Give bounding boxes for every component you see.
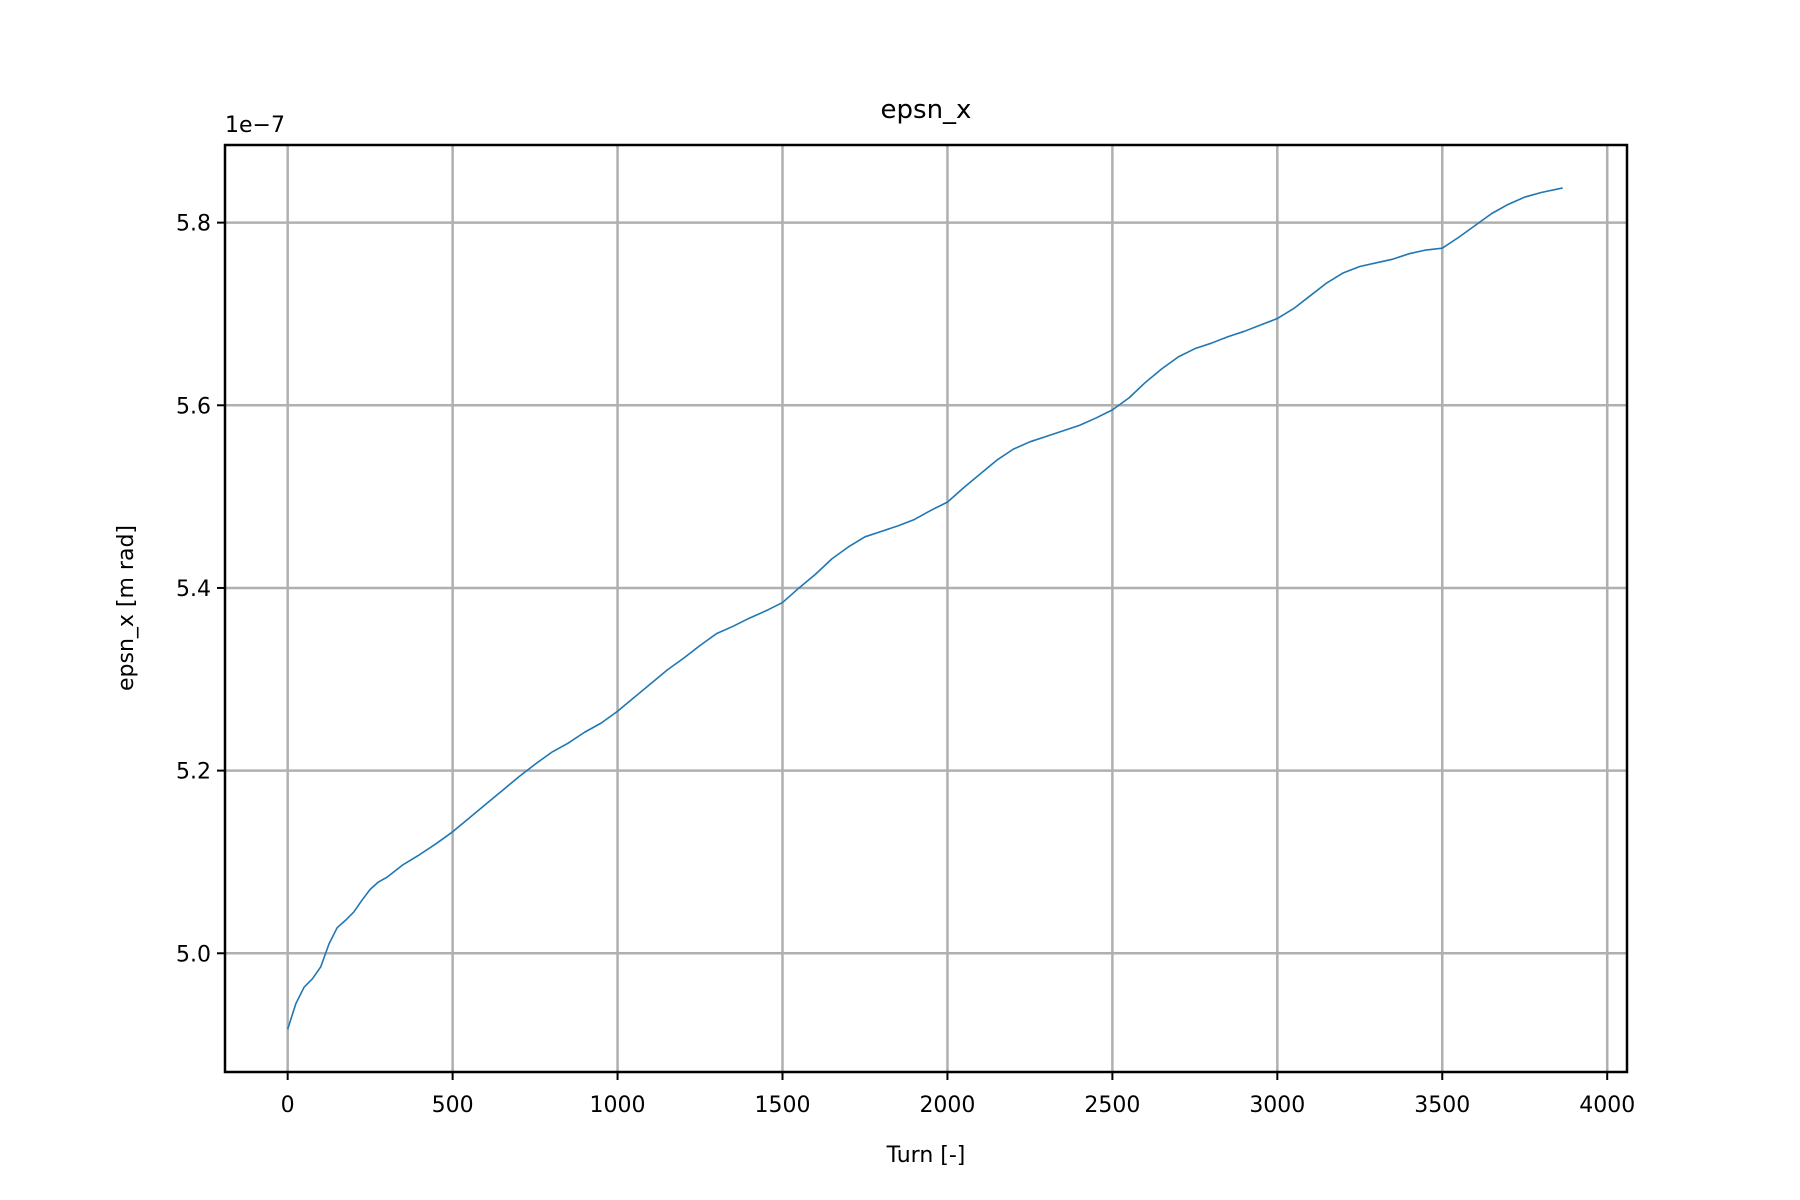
grid: [225, 145, 1627, 1072]
x-tick-label: 500: [432, 1093, 474, 1118]
series-line: [286, 187, 1563, 1030]
x-tick-label: 2000: [919, 1093, 975, 1118]
y-axis-label: epsn_x [m rad]: [114, 525, 139, 691]
x-axis: 0 500 1000 1500 2000 2500 3000 3500 4000: [281, 1072, 1635, 1118]
y-tick-label: 5.6: [176, 394, 211, 419]
chart-title: epsn_x: [881, 95, 972, 125]
y-axis: 5.0 5.2 5.4 5.6 5.8: [176, 212, 225, 967]
x-tick-label: 1000: [590, 1093, 646, 1118]
x-axis-label: Turn [-]: [886, 1143, 966, 1168]
x-tick-label: 1500: [755, 1093, 811, 1118]
plot-frame: [223, 143, 1629, 1074]
x-tick-label: 3000: [1249, 1093, 1305, 1118]
x-tick-label: 2500: [1084, 1093, 1140, 1118]
series-layer: [286, 187, 1563, 1030]
y-offset-text: 1e−7: [225, 113, 285, 138]
y-tick-label: 5.4: [176, 577, 211, 602]
x-tick-label: 0: [281, 1093, 295, 1118]
y-tick-label: 5.8: [176, 212, 211, 237]
y-tick-label: 5.0: [176, 942, 211, 967]
x-tick-label: 3500: [1414, 1093, 1470, 1118]
x-tick-label: 4000: [1579, 1093, 1635, 1118]
y-tick-label: 5.2: [176, 760, 211, 785]
